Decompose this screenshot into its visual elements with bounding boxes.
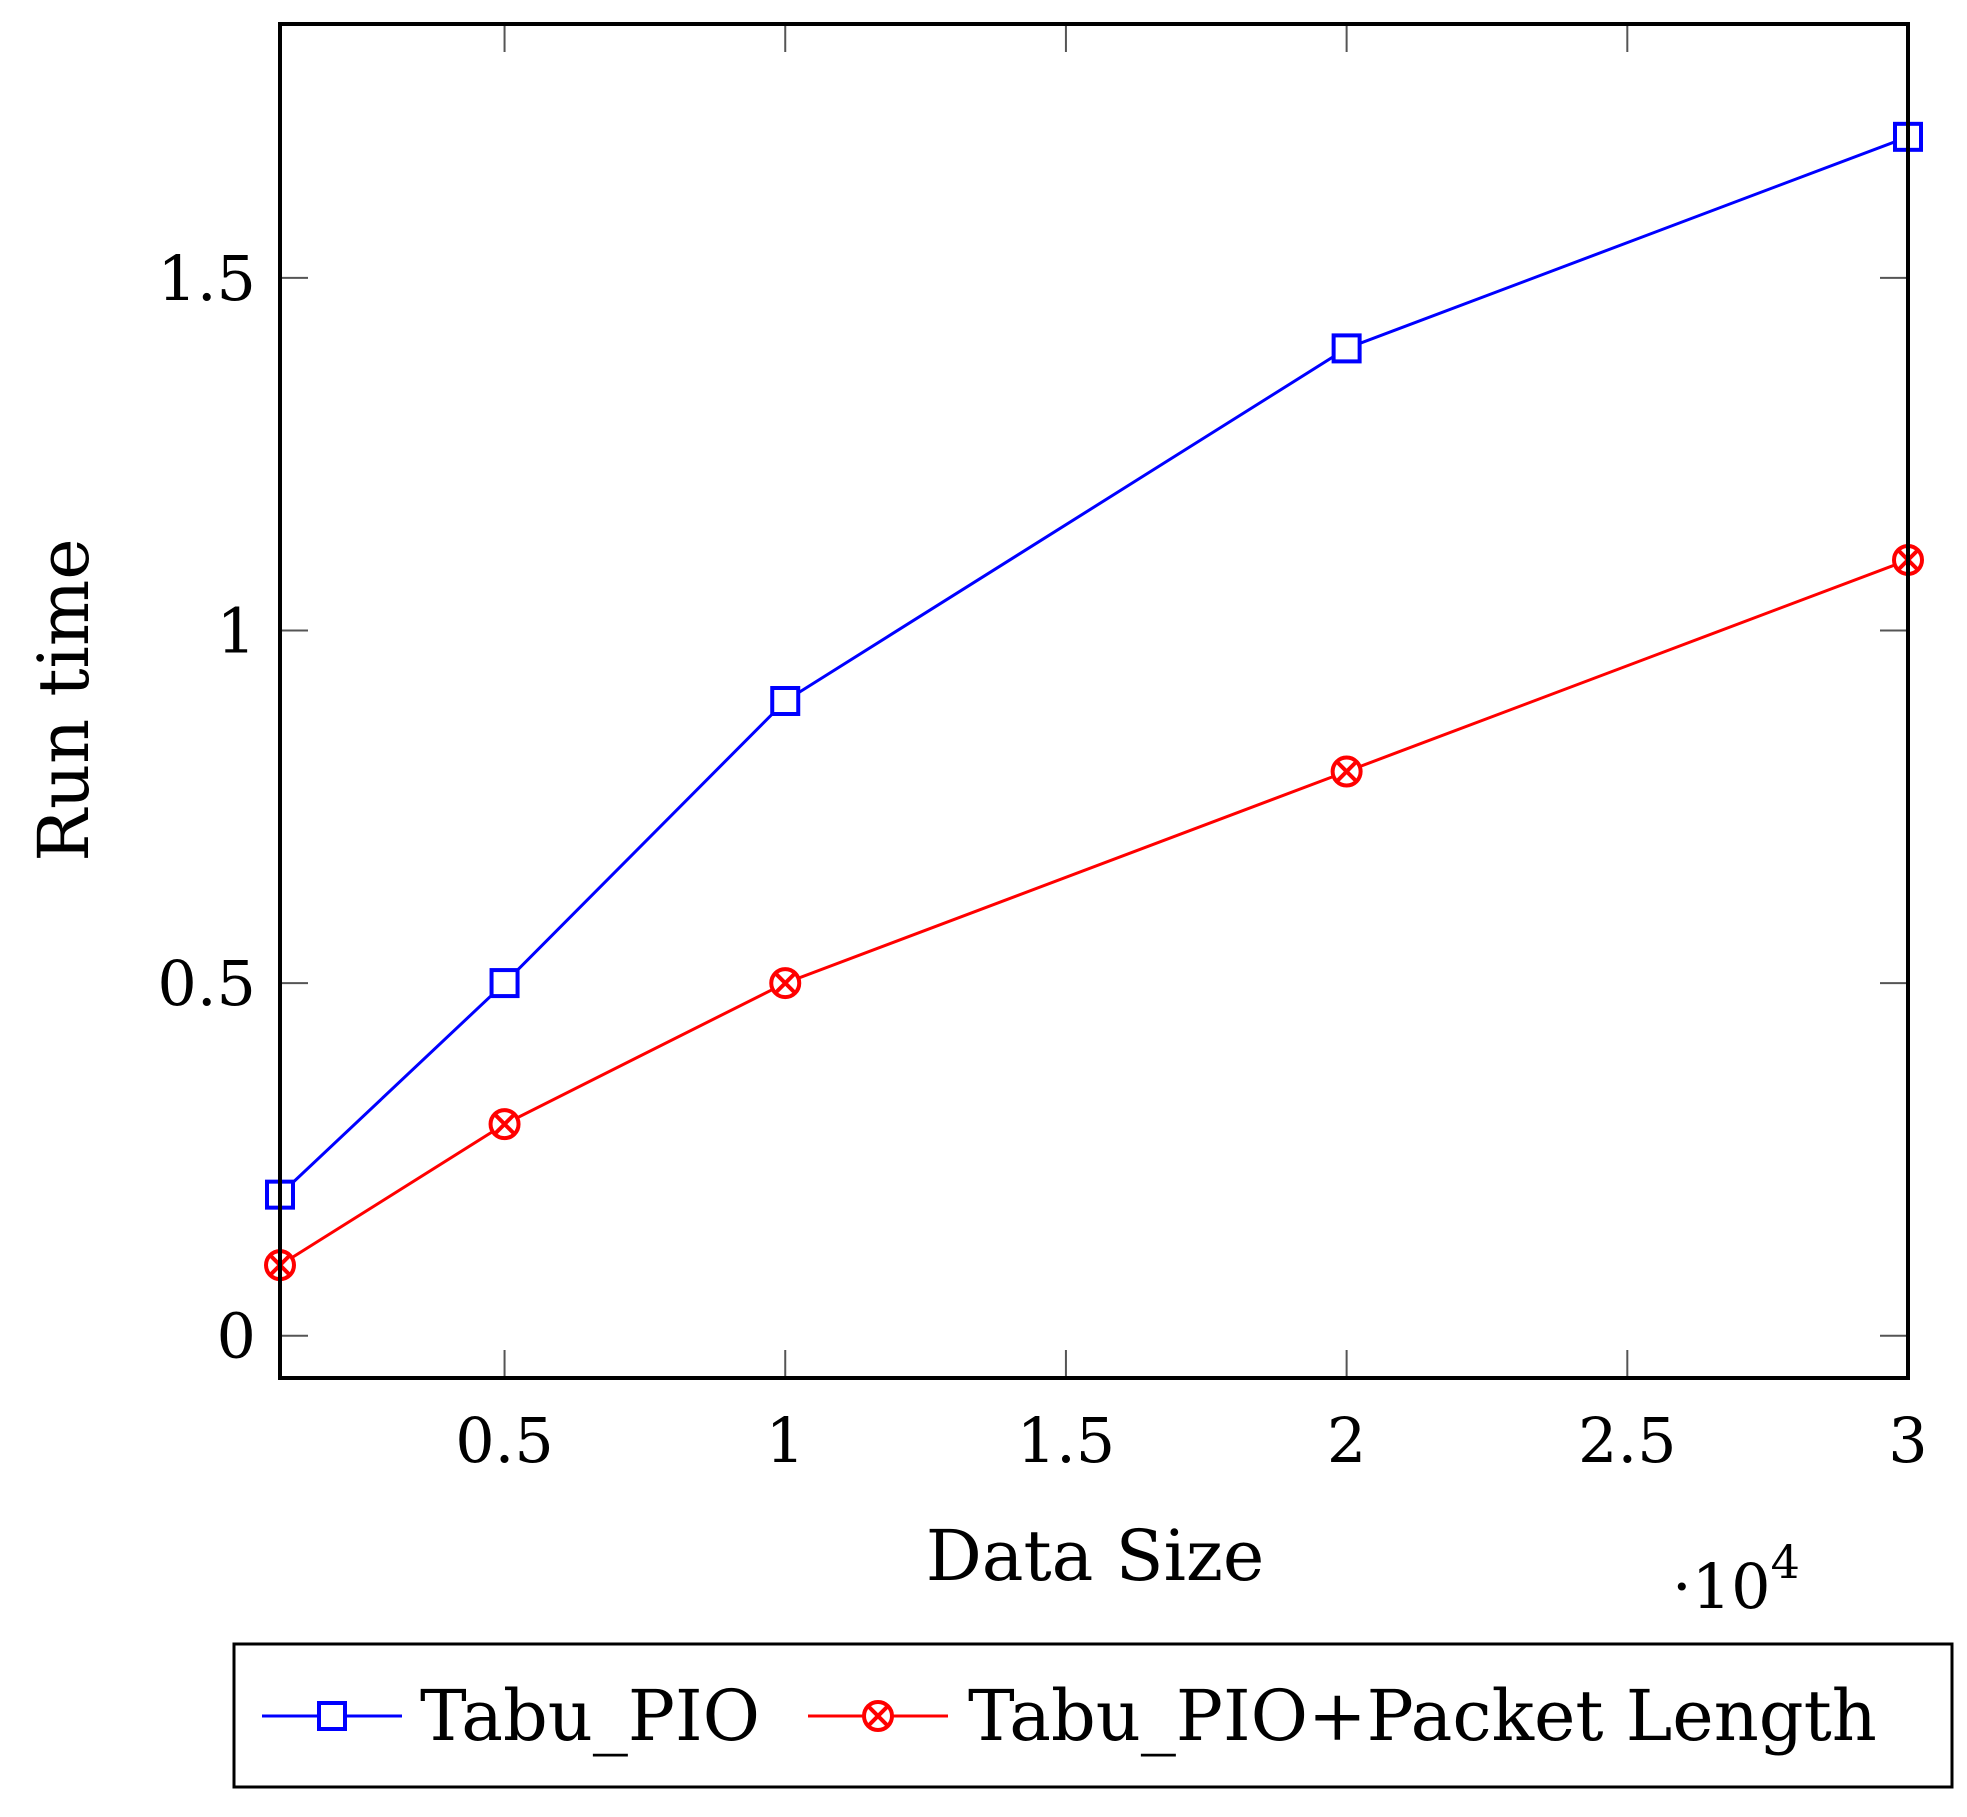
legend-label: Tabu_PIO+Packet Length xyxy=(968,1675,1877,1757)
legend: Tabu_PIO Tabu_PIO+Packet Length xyxy=(232,1642,1954,1789)
x-tick-label: 2.5 xyxy=(1578,1404,1677,1477)
y-tick-label: 1.5 xyxy=(157,242,256,315)
x-tick-label: 2 xyxy=(1327,1404,1366,1477)
legend-item-2: Tabu_PIO+Packet Length xyxy=(808,1675,1877,1757)
legend-marker xyxy=(317,1701,347,1731)
legend-label: Tabu_PIO xyxy=(420,1675,760,1757)
legend-box xyxy=(232,1642,1954,1789)
axis-ticks xyxy=(280,24,1909,1378)
x-tick-label: 0.5 xyxy=(455,1404,554,1477)
y-tick-label: 0.5 xyxy=(157,947,256,1020)
series-layer xyxy=(264,121,1924,1282)
tick-labels: 0.5 1 1.5 2 2.5 3 0 0.5 1 1.5 xyxy=(157,242,1927,1477)
x-tick-label: 1 xyxy=(766,1404,805,1477)
series-2 xyxy=(264,543,1924,1282)
series-1 xyxy=(265,121,1923,1210)
x-scale-exponent: 4 xyxy=(1771,1535,1800,1589)
x-axis-label: Data Size xyxy=(926,1515,1265,1597)
legend-marker xyxy=(862,1700,894,1732)
legend-item-1: Tabu_PIO xyxy=(262,1675,760,1757)
data-point xyxy=(489,968,520,999)
y-axis-label: Run time xyxy=(23,538,105,861)
data-point xyxy=(1331,333,1362,364)
data-point xyxy=(769,967,802,1000)
x-tick-label: 3 xyxy=(1888,1404,1927,1477)
legend-items: Tabu_PIO Tabu_PIO+Packet Length xyxy=(262,1675,1877,1757)
x-scale-base: ·10 xyxy=(1672,1550,1771,1623)
y-tick-label: 1 xyxy=(217,594,256,667)
data-point xyxy=(488,1108,521,1141)
y-tick-label: 0 xyxy=(217,1300,256,1373)
data-point xyxy=(770,686,801,716)
plot-frame xyxy=(278,22,1910,1380)
series-line xyxy=(279,558,1909,1267)
x-tick-label: 1.5 xyxy=(1017,1404,1116,1477)
series-line xyxy=(278,135,1909,1196)
x-scale-multiplier: ·104 xyxy=(1672,1535,1800,1623)
data-point xyxy=(1330,755,1363,788)
